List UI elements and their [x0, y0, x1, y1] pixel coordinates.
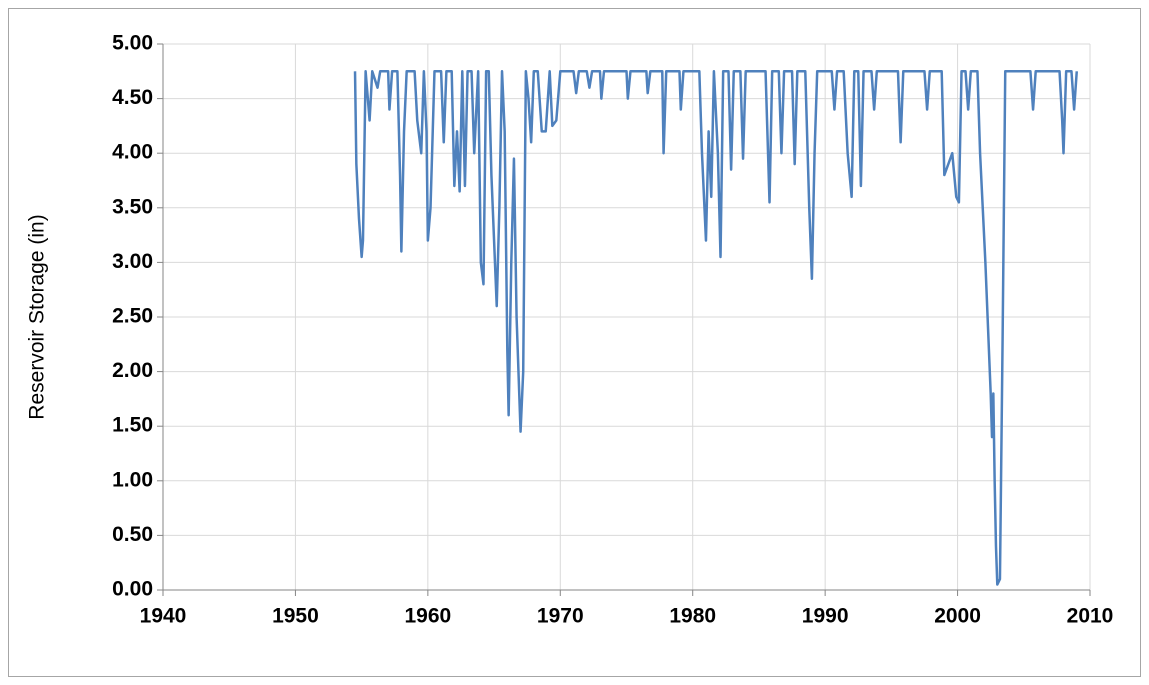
y-tick-label: 0.50 — [112, 523, 153, 546]
x-tick-label: 2010 — [1067, 605, 1114, 628]
y-tick-label: 0.00 — [112, 578, 153, 601]
x-tick-label: 1980 — [669, 605, 716, 628]
y-tick-label: 3.00 — [112, 250, 153, 273]
x-tick-label: 1960 — [404, 605, 451, 628]
y-tick-label: 4.00 — [112, 141, 153, 164]
x-tick-label: 1950 — [272, 605, 319, 628]
y-tick-label: 5.00 — [112, 32, 153, 55]
y-tick-label: 4.50 — [112, 86, 153, 109]
x-tick-label: 2000 — [934, 605, 981, 628]
x-tick-label: 1990 — [802, 605, 849, 628]
y-tick-label: 2.50 — [112, 305, 153, 328]
y-tick-label: 2.00 — [112, 359, 153, 382]
chart-frame — [8, 8, 1141, 677]
data-line — [353, 70, 1079, 586]
y-tick-label: 3.50 — [112, 195, 153, 218]
x-tick-label: 1970 — [537, 605, 584, 628]
y-axis-label: Reservoir Storage (in) — [26, 214, 49, 419]
x-tick-label: 1940 — [140, 605, 187, 628]
y-tick-label: 1.00 — [112, 468, 153, 491]
y-tick-label: 1.50 — [112, 414, 153, 437]
